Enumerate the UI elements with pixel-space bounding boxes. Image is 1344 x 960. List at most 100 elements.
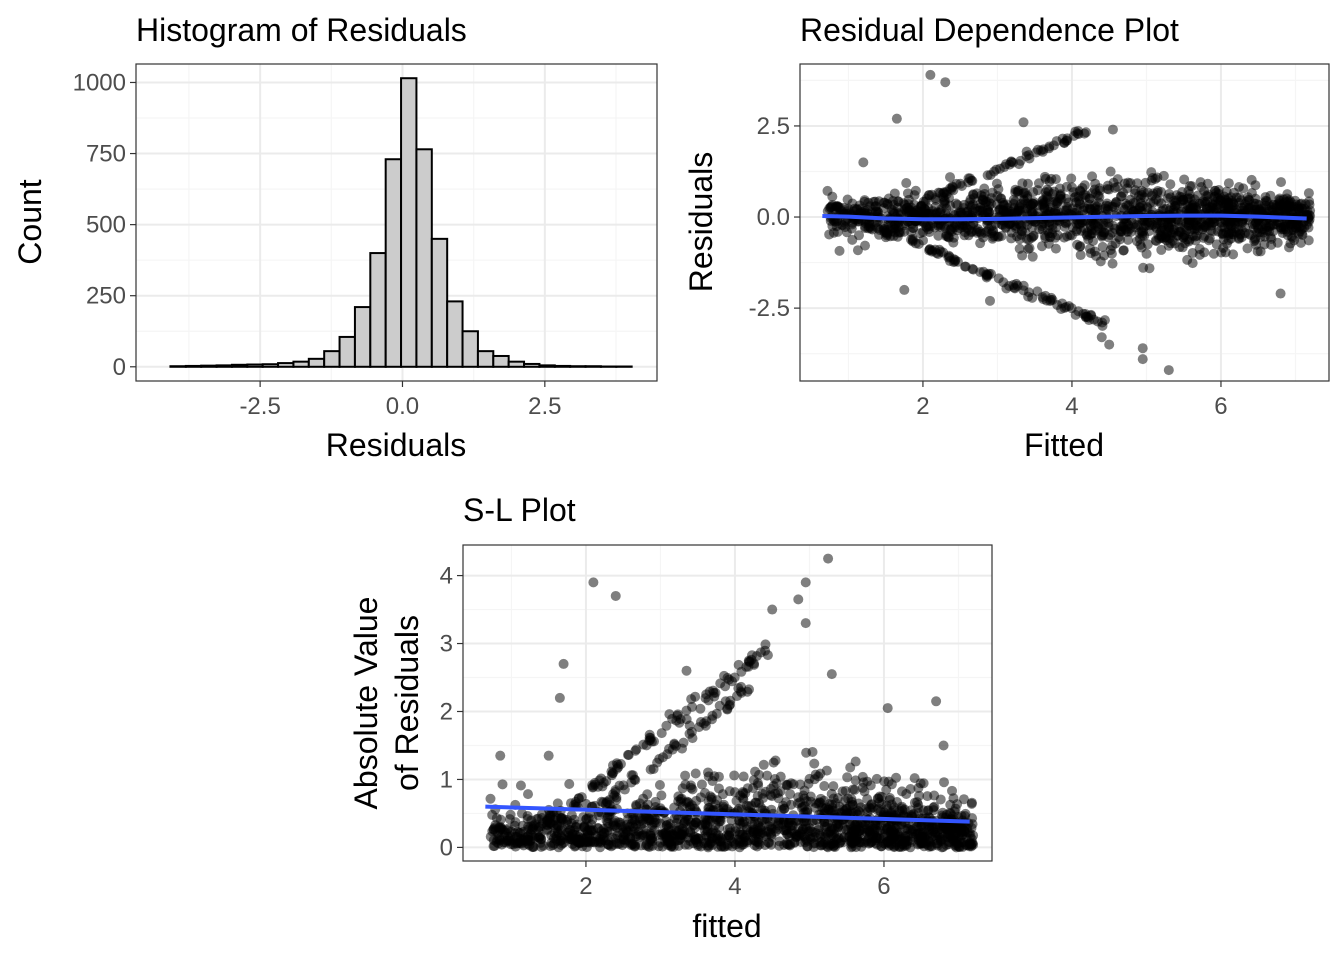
data-point [999, 162, 1010, 173]
data-point [1292, 201, 1303, 212]
data-point [801, 834, 812, 845]
histogram-bar [538, 364, 556, 368]
y-tick-label: 0.0 [757, 204, 790, 231]
data-point [1279, 219, 1290, 230]
data-point [640, 828, 651, 839]
data-point [1138, 262, 1149, 273]
residual-dependence-panel-border [799, 63, 1330, 382]
data-point [649, 825, 660, 836]
sl-y-axis: 0 1 2 3 4 [440, 563, 463, 861]
data-point [931, 207, 942, 218]
data-point [724, 786, 735, 797]
data-point [1144, 220, 1155, 231]
data-point [837, 220, 848, 231]
data-point [764, 821, 775, 832]
data-point [1105, 166, 1116, 177]
data-point [564, 778, 575, 789]
data-point [981, 270, 992, 281]
data-point [935, 246, 946, 257]
histogram-bar [430, 237, 449, 368]
histogram-bar [400, 77, 418, 368]
data-point [1184, 234, 1195, 245]
data-point [684, 728, 695, 739]
data-point [680, 770, 691, 781]
data-point [713, 803, 724, 814]
data-point [897, 841, 908, 852]
data-point [955, 220, 966, 231]
data-point [912, 828, 923, 839]
histogram-bars [169, 77, 633, 368]
data-point [1085, 220, 1096, 231]
data-point [1156, 244, 1167, 255]
data-point [826, 669, 837, 680]
data-point [1047, 188, 1058, 199]
data-point [968, 189, 979, 200]
data-point [712, 833, 723, 844]
data-point [879, 776, 890, 787]
data-point [1036, 241, 1047, 252]
data-point [661, 720, 672, 731]
data-point [1179, 174, 1190, 185]
data-point [747, 826, 758, 837]
data-point [823, 553, 834, 564]
data-point [642, 789, 653, 800]
data-point [1099, 250, 1110, 261]
data-point [667, 713, 678, 724]
data-point [497, 779, 508, 790]
data-point [845, 762, 856, 773]
data-point [1115, 224, 1126, 235]
data-point [743, 661, 754, 672]
residual-dependence-title: Residual Dependence Plot [800, 12, 1179, 48]
data-point [827, 821, 838, 832]
data-point [572, 837, 583, 848]
data-point [743, 684, 754, 695]
x-tick-label: 4 [1065, 393, 1078, 420]
data-point [938, 740, 949, 751]
data-point [992, 191, 1003, 202]
data-point [1296, 220, 1307, 231]
data-point [562, 827, 573, 838]
data-point [910, 185, 921, 196]
data-point [602, 826, 613, 837]
data-point [867, 823, 878, 834]
data-point [1026, 232, 1037, 243]
data-point [1118, 202, 1129, 213]
data-point [569, 814, 580, 825]
histogram-bar [553, 364, 572, 368]
data-point [935, 794, 946, 805]
data-point [757, 828, 768, 839]
y-tick-label: 0 [440, 834, 453, 861]
data-point [1045, 296, 1056, 307]
histogram-bar [307, 357, 326, 368]
data-point [1193, 225, 1204, 236]
data-point [663, 823, 674, 834]
data-point [729, 672, 740, 683]
x-tick-label: -2.5 [239, 393, 280, 420]
data-point [926, 246, 937, 257]
data-point [1055, 189, 1066, 200]
data-point [495, 750, 506, 761]
data-point [719, 841, 730, 852]
data-point [828, 781, 839, 792]
data-point [800, 618, 811, 629]
histogram-bar [415, 148, 433, 368]
data-point [822, 185, 833, 196]
data-point [842, 194, 853, 205]
data-point [982, 170, 993, 181]
data-point [1080, 308, 1091, 319]
data-point [1141, 248, 1152, 259]
data-point [886, 828, 897, 839]
data-point [888, 199, 899, 210]
data-point [1066, 173, 1077, 184]
data-point [1242, 243, 1253, 254]
data-point [705, 791, 716, 802]
data-point [1051, 136, 1062, 147]
data-point [676, 796, 687, 807]
y-tick-label: 3 [440, 631, 453, 658]
data-point [487, 809, 498, 820]
data-point [1086, 228, 1097, 239]
data-point [488, 841, 499, 852]
data-point [700, 817, 711, 828]
data-point [687, 784, 698, 795]
data-point [933, 230, 944, 241]
